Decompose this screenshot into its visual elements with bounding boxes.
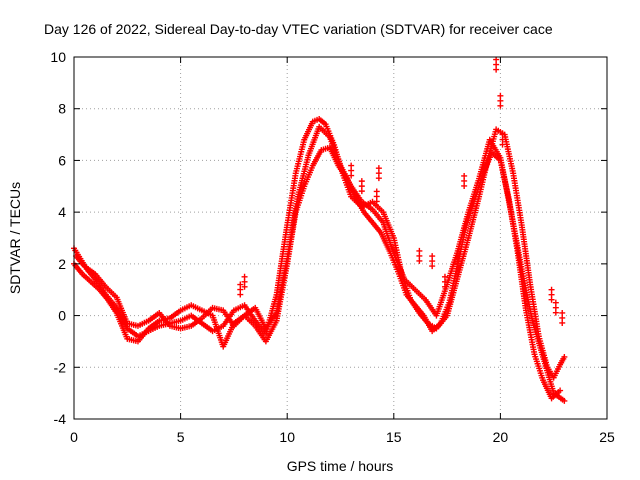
y-tick-label: 4 (58, 204, 66, 220)
x-tick-label: 15 (386, 429, 402, 445)
data-point (561, 397, 568, 404)
grid (74, 57, 607, 419)
data-point (358, 178, 365, 185)
y-tick-label: -4 (54, 411, 67, 427)
data-point (548, 291, 555, 298)
series-layer (71, 56, 568, 404)
data-point (497, 102, 504, 109)
data-point (358, 188, 365, 195)
data-point (548, 286, 555, 293)
x-tick-label: 25 (599, 429, 615, 445)
plot-frame (73, 56, 608, 420)
data-point (461, 182, 468, 189)
y-tick-label: 6 (58, 152, 66, 168)
data-point (493, 56, 500, 63)
x-axis-label: GPS time / hours (287, 458, 394, 474)
data-point (429, 263, 436, 270)
ticks: -4 -2 0 2 4 6 8 10 0 5 10 15 20 25 (50, 49, 615, 445)
data-point (559, 319, 566, 326)
data-point (237, 291, 244, 298)
data-point (416, 257, 423, 264)
data-point (497, 92, 504, 99)
series-spikes (237, 56, 566, 326)
x-tick-label: 0 (70, 429, 78, 445)
data-point (373, 198, 380, 205)
y-tick-label: 2 (58, 256, 66, 272)
data-point (561, 353, 568, 360)
data-point (373, 188, 380, 195)
x-tick-label: 10 (279, 429, 295, 445)
data-point (499, 141, 506, 148)
y-tick-label: -2 (54, 359, 67, 375)
data-point (552, 309, 559, 316)
data-point (375, 175, 382, 182)
y-tick-label: 8 (58, 101, 66, 117)
y-tick-label: 0 (58, 308, 66, 324)
data-point (557, 387, 564, 394)
series-track-2 (71, 144, 564, 402)
x-tick-label: 5 (177, 429, 185, 445)
data-point (358, 183, 365, 190)
data-point (241, 283, 248, 290)
data-point (348, 172, 355, 179)
data-point (548, 296, 555, 303)
data-point (499, 131, 506, 138)
data-point (373, 193, 380, 200)
x-tick-label: 20 (493, 429, 509, 445)
data-point (499, 136, 506, 143)
data-point (493, 66, 500, 73)
data-point (493, 61, 500, 68)
chart-title: Day 126 of 2022, Sidereal Day-to-day VTE… (44, 21, 553, 37)
y-axis-label: SDTVAR / TECUs (7, 182, 23, 294)
y-tick-label: 10 (50, 49, 66, 65)
data-point (454, 265, 461, 272)
series-track-3 (73, 123, 568, 404)
data-point (441, 283, 448, 290)
